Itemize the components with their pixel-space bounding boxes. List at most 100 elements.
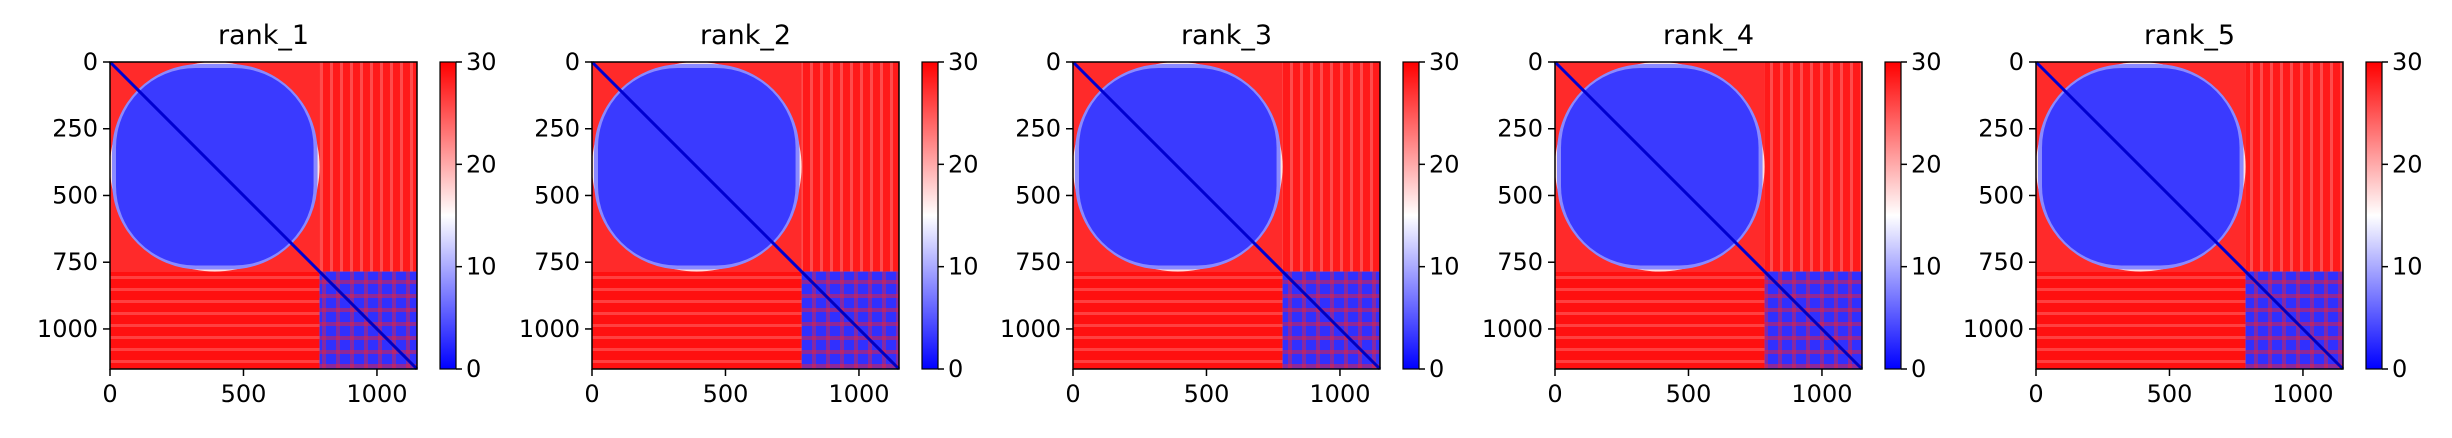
colorbar-tick-label: 0 <box>466 355 481 383</box>
y-tick-label: 750 <box>1497 248 1543 276</box>
colorbar-tick-label: 0 <box>1911 355 1926 383</box>
diagonal-bottom-right <box>1763 270 1864 371</box>
diagonal-top-left <box>108 60 321 273</box>
diagonal-top-left <box>2034 60 2247 273</box>
colorbar-tick-label: 10 <box>2392 253 2423 281</box>
block-top-right-texture <box>319 62 417 272</box>
colorbar-tick-label: 20 <box>1429 150 1460 178</box>
axes-frame <box>1072 61 1381 370</box>
y-tick-label: 500 <box>1978 181 2024 209</box>
y-tick-label: 0 <box>1046 48 1061 76</box>
block-bottom-left-texture <box>1555 271 1765 369</box>
colorbar-tick-label: 20 <box>466 150 497 178</box>
colorbar-tick-label: 10 <box>466 253 497 281</box>
y-tick-label: 250 <box>1497 115 1543 143</box>
x-tick-label: 0 <box>584 380 599 408</box>
colorbar-tick-label: 0 <box>2392 355 2407 383</box>
y-tick-label: 1000 <box>1963 315 2024 343</box>
x-tick-label: 1000 <box>1791 380 1852 408</box>
subplot-title: rank_4 <box>1663 20 1754 51</box>
axes-frame <box>1554 61 1863 370</box>
block-bottom-left-texture <box>1073 271 1283 369</box>
y-tick-label: 0 <box>2009 48 2024 76</box>
colorbar <box>439 61 457 370</box>
subplot-title: rank_3 <box>1181 20 1272 51</box>
x-tick-label: 0 <box>2028 380 2043 408</box>
colorbar-tick-label: 30 <box>1911 48 1942 76</box>
colorbar-tick-label: 10 <box>948 253 979 281</box>
colorbar-tick-label: 10 <box>1429 253 1460 281</box>
y-tick-label: 500 <box>534 181 580 209</box>
subplot-5: rank_5 0 500 1000 0 250 500 750 1000 0 10 20 30 <box>1963 20 2423 408</box>
diagonal-bottom-right <box>2244 270 2345 371</box>
y-tick-label: 750 <box>1015 248 1061 276</box>
subplot-3: rank_3 0 500 1000 0 250 500 750 1000 0 10 20 30 <box>1000 20 1460 408</box>
block-top-right-texture <box>801 62 899 272</box>
y-tick-label: 250 <box>52 115 98 143</box>
diagonal-bottom-right <box>800 270 901 371</box>
diagonal-top-left <box>1071 60 1284 273</box>
y-tick-label: 1000 <box>37 315 98 343</box>
diagonal-top-left <box>1553 60 1766 273</box>
colorbar <box>2365 61 2383 370</box>
y-tick-label: 250 <box>534 115 580 143</box>
y-tick-label: 0 <box>83 48 98 76</box>
colorbar-tick-label: 0 <box>948 355 963 383</box>
y-tick-label: 1000 <box>1000 315 1061 343</box>
y-tick-label: 1000 <box>519 315 580 343</box>
x-tick-label: 0 <box>1065 380 1080 408</box>
x-tick-label: 0 <box>102 380 117 408</box>
x-tick-label: 1000 <box>346 380 407 408</box>
y-tick-label: 500 <box>1497 181 1543 209</box>
heatmap-image <box>1071 60 1382 371</box>
axes-frame <box>2035 61 2344 370</box>
y-tick-label: 500 <box>52 181 98 209</box>
y-tick-label: 250 <box>1015 115 1061 143</box>
y-tick-label: 750 <box>534 248 580 276</box>
diagonal-bottom-right <box>1281 270 1382 371</box>
block-top-right-texture <box>1282 62 1380 272</box>
x-tick-label: 500 <box>1666 380 1712 408</box>
colorbar-tick-label: 10 <box>1911 253 1942 281</box>
x-tick-label: 1000 <box>1309 380 1370 408</box>
subplot-2: rank_2 0 500 1000 0 250 500 750 1000 0 10 20 30 <box>519 20 979 408</box>
y-tick-label: 0 <box>1528 48 1543 76</box>
colorbar-tick-label: 20 <box>2392 150 2423 178</box>
heatmap-image <box>590 60 901 371</box>
colorbar-tick-label: 0 <box>1429 355 1444 383</box>
y-tick-label: 1000 <box>1482 315 1543 343</box>
colorbar-tick-label: 20 <box>1911 150 1942 178</box>
colorbar-tick-label: 30 <box>1429 48 1460 76</box>
subplot-title: rank_1 <box>218 20 309 51</box>
x-tick-label: 500 <box>703 380 749 408</box>
subplot-1: rank_1 0 500 1000 0 250 500 750 1000 0 10 20 30 <box>37 20 497 408</box>
block-bottom-left-texture <box>2036 271 2246 369</box>
x-tick-label: 500 <box>2147 380 2193 408</box>
subplot-title: rank_5 <box>2144 20 2235 51</box>
x-tick-label: 500 <box>221 380 267 408</box>
block-top-right-texture <box>1764 62 1862 272</box>
y-tick-label: 500 <box>1015 181 1061 209</box>
heatmap-image <box>108 60 419 371</box>
heatmap-image <box>2034 60 2345 371</box>
subplot-4: rank_4 0 500 1000 0 250 500 750 1000 0 10 20 30 <box>1482 20 1942 408</box>
x-tick-label: 500 <box>1184 380 1230 408</box>
y-tick-label: 750 <box>1978 248 2024 276</box>
colorbar-tick-label: 30 <box>948 48 979 76</box>
axes-frame <box>109 61 418 370</box>
heatmap-image <box>1553 60 1864 371</box>
block-bottom-left-texture <box>592 271 802 369</box>
colorbar-tick-label: 30 <box>466 48 497 76</box>
axes-frame <box>591 61 900 370</box>
x-tick-label: 0 <box>1547 380 1562 408</box>
block-bottom-left-texture <box>110 271 320 369</box>
y-tick-label: 750 <box>52 248 98 276</box>
y-tick-label: 0 <box>565 48 580 76</box>
y-tick-label: 250 <box>1978 115 2024 143</box>
colorbar-tick-label: 30 <box>2392 48 2423 76</box>
diagonal-bottom-right <box>318 270 419 371</box>
x-tick-label: 1000 <box>828 380 889 408</box>
colorbar <box>921 61 939 370</box>
colorbar <box>1402 61 1420 370</box>
